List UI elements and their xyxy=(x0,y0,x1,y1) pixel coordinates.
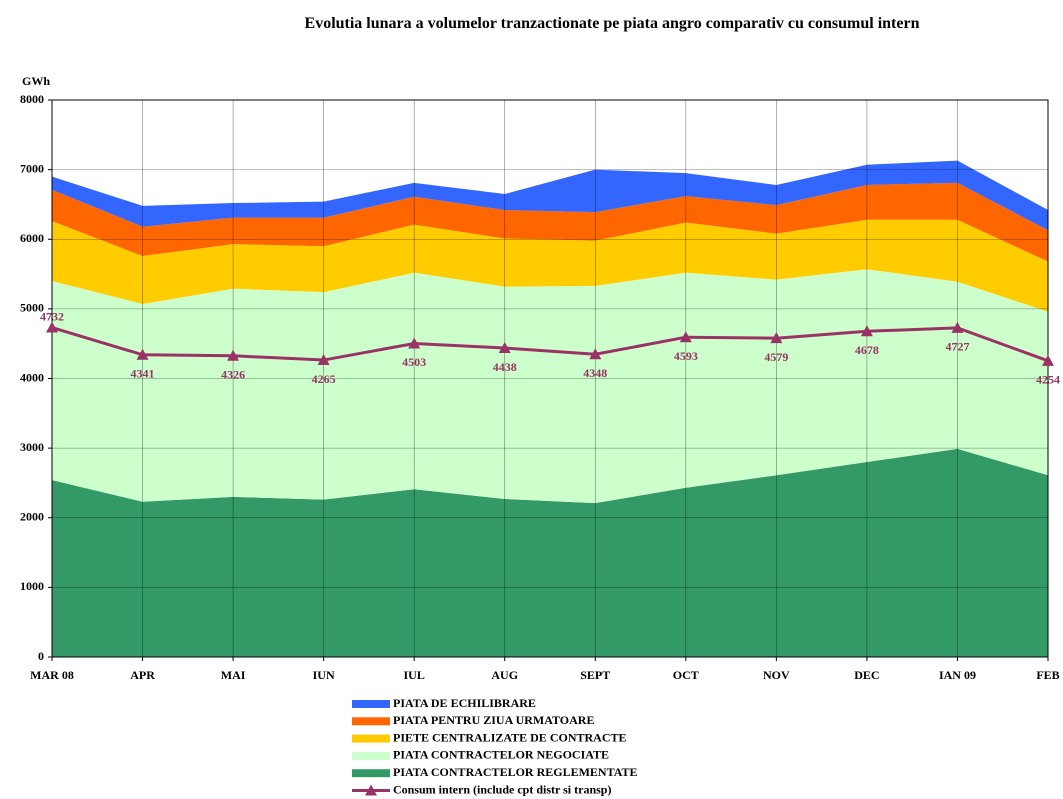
y-tick-label: 6000 xyxy=(20,231,44,245)
data-label: 4579 xyxy=(764,350,788,364)
line-marker xyxy=(1042,354,1054,366)
line-marker xyxy=(860,325,873,337)
data-label: 4727 xyxy=(945,340,969,354)
area xyxy=(52,219,1048,312)
area xyxy=(52,160,1048,231)
line-marker xyxy=(498,342,511,354)
line-marker xyxy=(408,337,421,349)
line-marker xyxy=(317,354,330,366)
legend-label: PIATA PENTRU ZIUA URMATOARE xyxy=(393,713,594,727)
data-label: 4254 xyxy=(1036,373,1060,387)
x-tick-label: SEPT xyxy=(580,668,610,682)
line-marker xyxy=(46,321,58,333)
area xyxy=(52,269,1048,504)
x-tick-label: AUG xyxy=(491,668,518,682)
chart-title: Evolutia lunara a volumelor tranzactiona… xyxy=(304,15,920,32)
data-label: 4678 xyxy=(855,343,879,357)
data-label: 4732 xyxy=(40,309,64,323)
line xyxy=(51,326,1049,363)
data-label: 4503 xyxy=(402,355,426,369)
x-tick-label: MAR 08 xyxy=(30,668,74,682)
legend-swatch xyxy=(352,700,390,708)
data-label: 4265 xyxy=(312,372,336,386)
x-tick-label: DEC xyxy=(854,668,879,682)
line-marker xyxy=(227,349,240,361)
y-tick-label: 5000 xyxy=(20,301,44,315)
x-tick-label: NOV xyxy=(763,668,790,682)
y-tick-label: 2000 xyxy=(20,510,44,524)
area xyxy=(52,182,1048,262)
legend-swatch xyxy=(352,717,390,726)
legend-swatch xyxy=(352,769,390,778)
x-tick-label: IUN xyxy=(313,668,335,682)
line-marker xyxy=(589,348,602,360)
legend-label: PIETE CENTRALIZATE DE CONTRACTE xyxy=(393,730,627,744)
area xyxy=(52,448,1048,657)
y-tick-label: 4000 xyxy=(20,370,44,384)
legend-label: PIATA CONTRACTELOR NEGOCIATE xyxy=(393,748,609,762)
data-label: 4326 xyxy=(221,368,245,382)
data-label: 4348 xyxy=(583,366,607,380)
y-tick-label: 7000 xyxy=(20,161,44,175)
line-marker xyxy=(679,331,692,343)
y-tick-label: 1000 xyxy=(20,579,44,593)
y-axis-label: GWh xyxy=(22,74,50,88)
line-marker xyxy=(770,332,783,344)
data-label: 4341 xyxy=(131,367,155,381)
legend-marker xyxy=(365,784,377,796)
data-label: 4593 xyxy=(674,349,698,363)
x-tick-label: FEB xyxy=(1036,668,1059,682)
x-tick-label: MAI xyxy=(221,668,246,682)
legend-label: PIATA CONTRACTELOR REGLEMENTATE xyxy=(393,765,637,779)
line-marker xyxy=(951,321,964,333)
legend-swatch xyxy=(352,734,390,743)
legend-swatch xyxy=(352,751,390,760)
legend-label: PIATA DE ECHILIBRARE xyxy=(393,696,536,710)
x-tick-label: IAN 09 xyxy=(939,668,976,682)
legend-label: Consum intern (include cpt distr si tran… xyxy=(393,782,611,796)
y-tick-label: 0 xyxy=(38,649,44,663)
y-tick-label: 3000 xyxy=(20,440,44,454)
x-tick-label: OCT xyxy=(673,668,699,682)
line-marker xyxy=(136,348,149,360)
y-tick-label: 8000 xyxy=(20,92,44,106)
data-label: 4438 xyxy=(493,360,517,374)
x-tick-label: IUL xyxy=(404,668,425,682)
x-tick-label: APR xyxy=(130,668,155,682)
